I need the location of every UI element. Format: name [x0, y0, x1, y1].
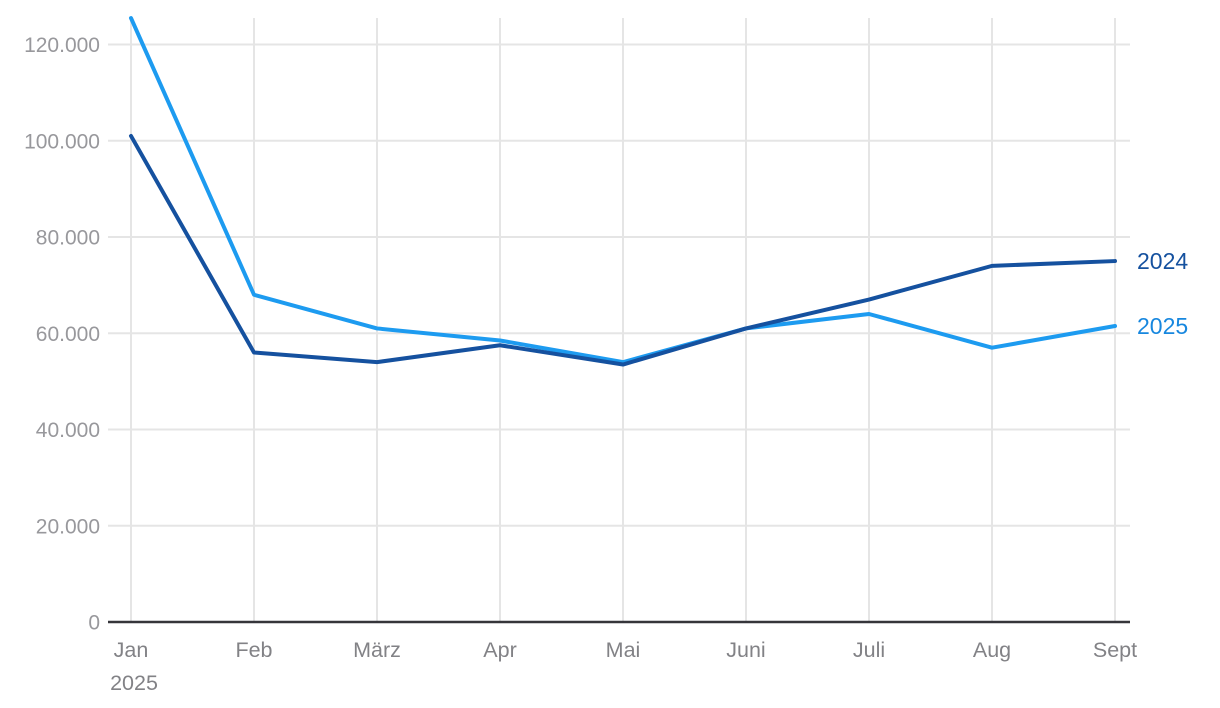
series-label-2025: 2025 [1137, 313, 1188, 339]
x-axis-tick-label: Aug [973, 638, 1011, 662]
series-label-2024: 2024 [1137, 248, 1188, 274]
series-line-2024 [129, 133, 1117, 367]
x-axis-tick-label: Apr [483, 638, 516, 662]
y-axis-tick-label: 20.000 [36, 515, 100, 538]
x-axis-tick-label: März [353, 638, 401, 662]
y-axis-tick-label: 80.000 [36, 227, 100, 250]
y-axis-tick-label: 40.000 [36, 419, 100, 442]
y-axis-tick-label: 120.000 [24, 34, 100, 57]
x-axis-tick-label: Jan [114, 638, 149, 662]
y-axis-tick-label: 60.000 [36, 323, 100, 346]
series-line-2025 [129, 16, 1117, 365]
x-axis-tick-label: Juli [853, 638, 885, 662]
x-axis-tick-label: Mai [606, 638, 641, 662]
x-axis-tick-label: Sept [1093, 638, 1137, 662]
x-axis-year-sublabel: 2025 [110, 671, 158, 695]
y-axis-tick-label: 100.000 [24, 130, 100, 153]
x-axis-tick-label: Juni [726, 638, 765, 662]
y-axis-tick-label: 0 [88, 612, 100, 635]
x-axis-tick-label: Feb [235, 638, 272, 662]
